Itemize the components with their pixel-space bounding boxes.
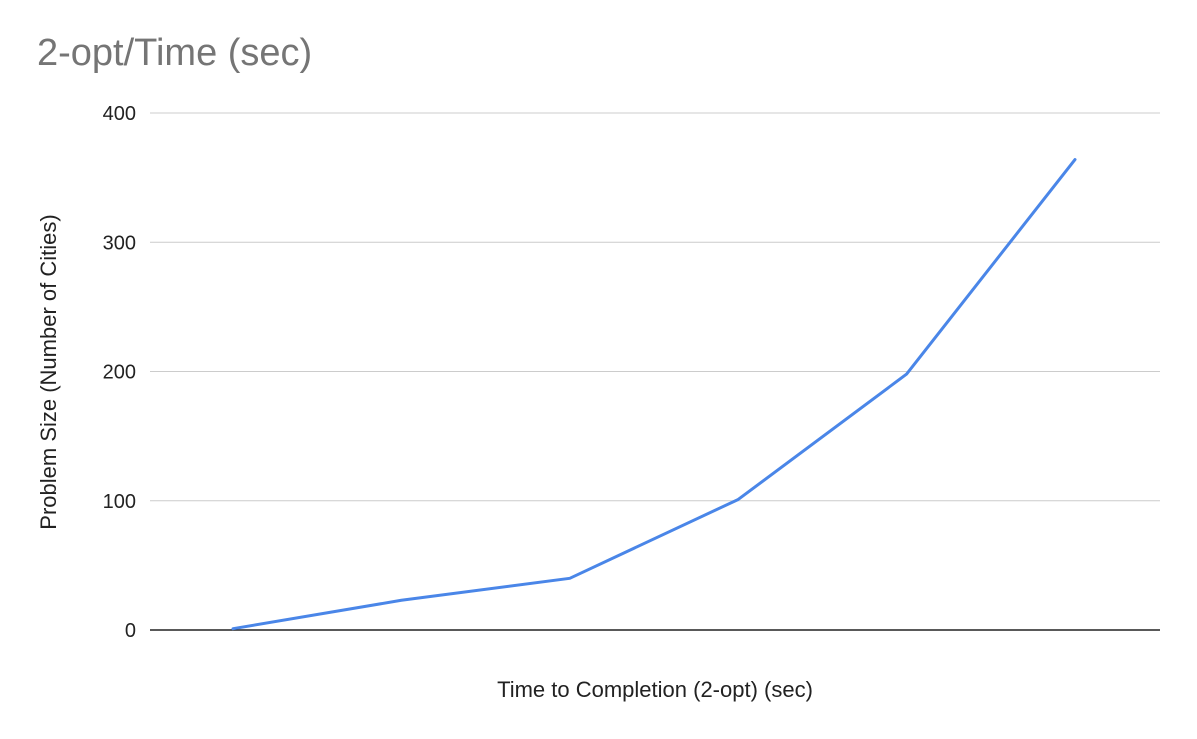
y-tick-label: 200	[103, 362, 136, 384]
y-tick-label: 100	[103, 491, 136, 513]
series-group	[231, 158, 1077, 631]
y-axis-label: Problem Size (Number of Cities)	[36, 214, 61, 529]
y-tick-label: 0	[125, 620, 136, 642]
gridlines	[150, 112, 1160, 631]
y-tick-label: 400	[103, 103, 136, 125]
series-line	[231, 158, 1077, 631]
chart-title: 2-opt/Time (sec)	[37, 32, 313, 74]
y-axis-ticks: 0 100 200 300 400	[103, 103, 136, 642]
x-axis-label: Time to Completion (2-opt) (sec)	[497, 677, 813, 702]
y-tick-label: 300	[103, 232, 136, 254]
